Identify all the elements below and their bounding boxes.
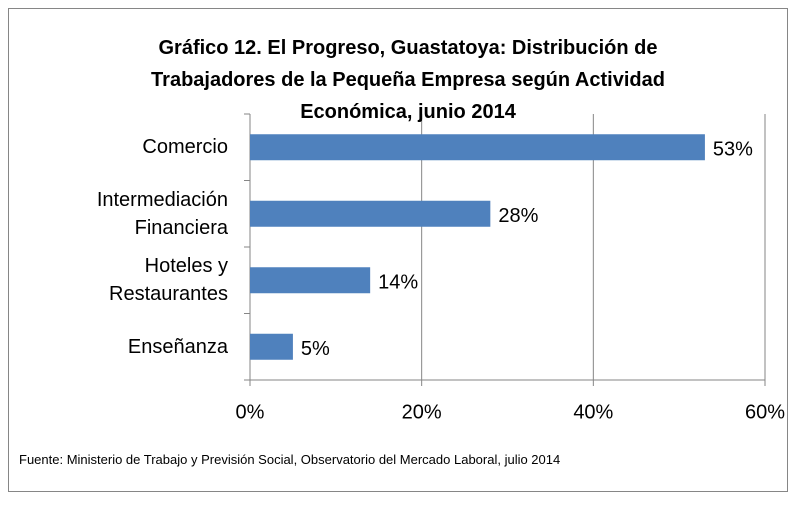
x-tick-label: 0% (236, 401, 265, 423)
bar (250, 134, 705, 161)
data-label: 5% (301, 338, 330, 360)
x-tick-label: 60% (745, 401, 785, 423)
x-tick-label: 20% (402, 401, 442, 423)
data-label: 28% (498, 205, 538, 227)
source-note: Fuente: Ministerio de Trabajo y Previsió… (19, 452, 561, 467)
bar (250, 333, 293, 360)
chart-frame (8, 8, 788, 492)
y-tick-label: Intermediación Financiera (96, 188, 228, 239)
bar (250, 200, 491, 227)
chart-title: Gráfico 12. El Progreso, Guastatoya: Dis… (151, 37, 665, 123)
data-label: 53% (713, 139, 753, 161)
data-label: 14% (378, 272, 418, 294)
y-tick-label: Hoteles y Restaurantes (109, 255, 228, 306)
x-tick-label: 40% (573, 401, 613, 423)
bar (250, 267, 371, 294)
y-tick-label: Enseñanza (127, 335, 228, 358)
y-tick-label: Comercio (142, 136, 228, 159)
